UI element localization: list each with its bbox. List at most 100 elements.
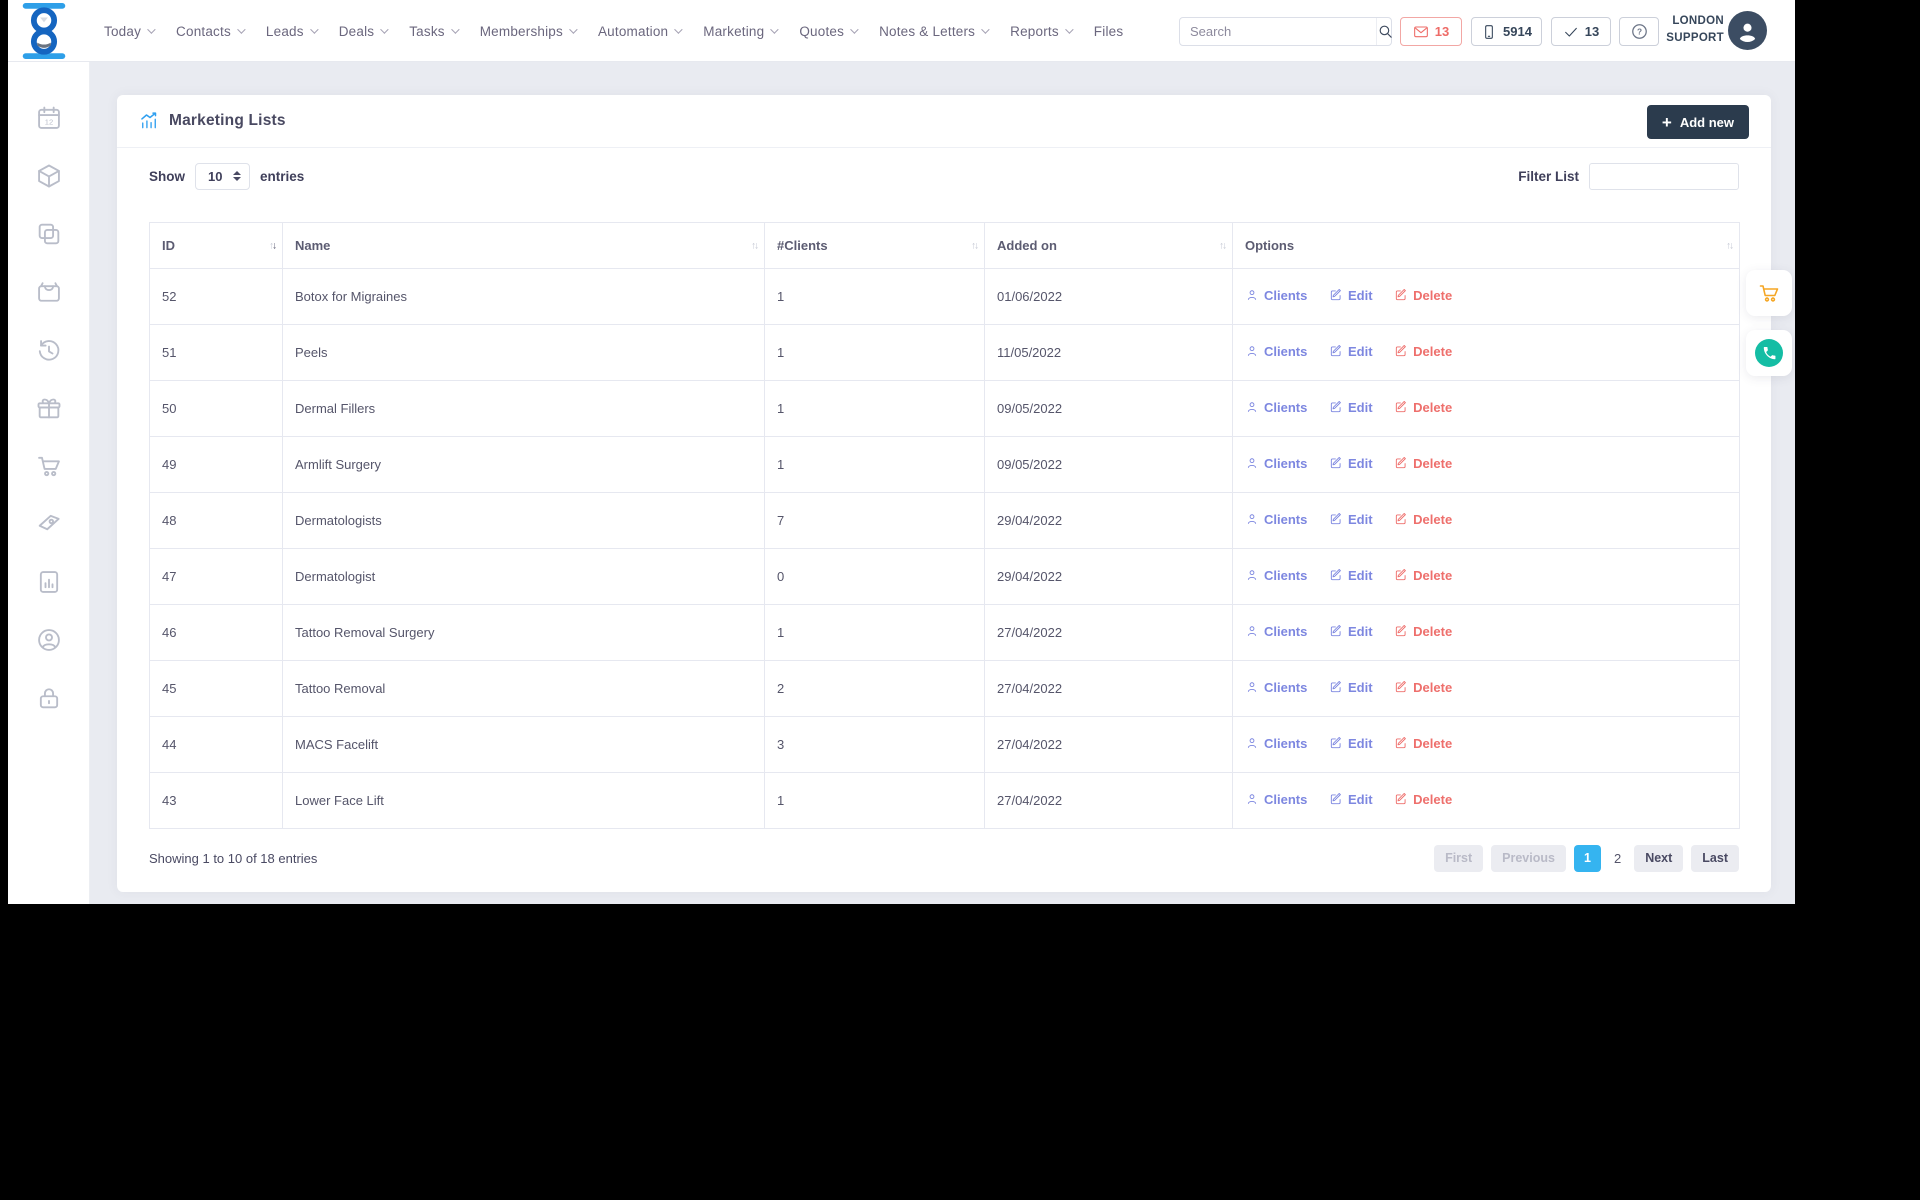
cell-added-on: 27/04/2022: [984, 716, 1233, 773]
edit-link[interactable]: Edit: [1329, 512, 1373, 527]
clients-link[interactable]: Clients: [1245, 344, 1307, 359]
history-icon[interactable]: [35, 336, 63, 364]
gift-icon[interactable]: [35, 394, 63, 422]
edit-link[interactable]: Edit: [1329, 288, 1373, 303]
edit-link[interactable]: Edit: [1329, 456, 1373, 471]
column-header-clients[interactable]: #Clients ↑↓: [764, 222, 985, 269]
search-icon[interactable]: [1376, 18, 1394, 45]
edit-link[interactable]: Edit: [1329, 568, 1373, 583]
nav-item-label: Leads: [265, 23, 304, 39]
nav-item-label: Contacts: [176, 23, 231, 39]
nav-item-reports[interactable]: Reports: [1010, 24, 1074, 39]
previous-page-button[interactable]: Previous: [1491, 844, 1566, 872]
search-input[interactable]: [1180, 24, 1376, 39]
clients-link[interactable]: Clients: [1245, 288, 1307, 303]
cell-clients: 7: [764, 492, 985, 549]
delete-link[interactable]: Delete: [1394, 344, 1452, 359]
chevron-down-icon: [1064, 25, 1074, 34]
user-circle-icon[interactable]: [35, 626, 63, 654]
add-new-button[interactable]: + Add new: [1646, 105, 1749, 139]
column-header-added-on[interactable]: Added on ↑↓: [984, 222, 1233, 269]
brand-logo[interactable]: [20, 2, 68, 60]
cell-id: 46: [149, 604, 283, 661]
next-page-button[interactable]: Next: [1634, 844, 1684, 872]
filter-input[interactable]: [1589, 162, 1739, 190]
sort-icon: ↑↓: [751, 240, 759, 251]
nav-item-automation[interactable]: Automation: [598, 24, 683, 39]
nav-item-contacts[interactable]: Contacts: [176, 23, 246, 39]
last-page-button[interactable]: Last: [1691, 844, 1739, 872]
nav-item-files[interactable]: Files: [1094, 24, 1124, 39]
shop-floating-button[interactable]: [1746, 270, 1792, 316]
cell-id: 43: [149, 772, 283, 829]
nav-item-marketing[interactable]: Marketing: [703, 24, 780, 39]
avatar[interactable]: [1728, 11, 1767, 50]
edit-link[interactable]: Edit: [1329, 344, 1373, 359]
svg-text:12: 12: [44, 117, 52, 126]
package-icon[interactable]: [35, 162, 63, 190]
cell-clients: 1: [764, 604, 985, 661]
nav-item-memberships[interactable]: Memberships: [480, 24, 578, 39]
sales-tag-icon[interactable]: [35, 510, 63, 538]
delete-link[interactable]: Delete: [1394, 288, 1452, 303]
sidebar: 12: [8, 62, 90, 904]
edit-link[interactable]: Edit: [1329, 792, 1373, 807]
nav-item-leads[interactable]: Leads: [265, 23, 319, 39]
sort-icon: ↑↓: [971, 240, 979, 251]
column-header-name[interactable]: Name ↑↓: [282, 222, 765, 269]
report-icon[interactable]: [35, 568, 63, 596]
lock-icon[interactable]: [35, 684, 63, 712]
cart-icon[interactable]: [35, 452, 63, 480]
nav-item-tasks[interactable]: Tasks: [409, 24, 460, 39]
cell-id: 45: [149, 660, 283, 717]
nav-item-notes-letters[interactable]: Notes & Letters: [879, 24, 990, 39]
delete-edit-icon: [1394, 624, 1408, 638]
clients-link[interactable]: Clients: [1245, 624, 1307, 639]
first-page-button[interactable]: First: [1434, 844, 1484, 872]
cash-register-icon[interactable]: [35, 278, 63, 306]
clients-link[interactable]: Clients: [1245, 736, 1307, 751]
cell-added-on: 09/05/2022: [984, 380, 1233, 437]
page-button-2[interactable]: 2: [1613, 850, 1622, 866]
calls-badge[interactable]: 5914: [1471, 17, 1542, 46]
delete-link[interactable]: Delete: [1394, 736, 1452, 751]
nav-item-deals[interactable]: Deals: [339, 24, 389, 39]
delete-link[interactable]: Delete: [1394, 568, 1452, 583]
cell-id: 44: [149, 716, 283, 773]
edit-link[interactable]: Edit: [1329, 736, 1373, 751]
delete-link[interactable]: Delete: [1394, 456, 1452, 471]
clients-link[interactable]: Clients: [1245, 680, 1307, 695]
clients-link[interactable]: Clients: [1245, 456, 1307, 471]
phone-icon: [1762, 346, 1777, 361]
clients-link[interactable]: Clients: [1245, 512, 1307, 527]
calendar-icon[interactable]: 12: [35, 104, 63, 132]
messages-badge[interactable]: 13: [1400, 17, 1462, 46]
stepper-icon: [233, 171, 241, 181]
copy-icon[interactable]: [35, 220, 63, 248]
delete-link[interactable]: Delete: [1394, 680, 1452, 695]
edit-link[interactable]: Edit: [1329, 400, 1373, 415]
tasks-badge[interactable]: 13: [1551, 17, 1611, 46]
help-badge[interactable]: ?: [1619, 17, 1659, 46]
edit-link[interactable]: Edit: [1329, 624, 1373, 639]
clients-link[interactable]: Clients: [1245, 792, 1307, 807]
delete-link[interactable]: Delete: [1394, 400, 1452, 415]
delete-link[interactable]: Delete: [1394, 512, 1452, 527]
delete-link[interactable]: Delete: [1394, 624, 1452, 639]
clients-link[interactable]: Clients: [1245, 568, 1307, 583]
call-floating-button[interactable]: [1746, 330, 1792, 376]
edit-link[interactable]: Edit: [1329, 680, 1373, 695]
nav-item-quotes[interactable]: Quotes: [799, 24, 859, 39]
page-button-1[interactable]: 1: [1573, 844, 1601, 872]
person-icon: [1245, 680, 1259, 694]
clients-link[interactable]: Clients: [1245, 400, 1307, 415]
page-length-select[interactable]: 10: [195, 162, 250, 190]
cell-id: 47: [149, 548, 283, 605]
column-header-options[interactable]: Options ↑↓: [1232, 222, 1740, 269]
entries-summary: Showing 1 to 10 of 18 entries: [149, 850, 318, 866]
nav-item-today[interactable]: Today: [104, 24, 156, 39]
delete-link[interactable]: Delete: [1394, 792, 1452, 807]
cell-clients: 3: [764, 716, 985, 773]
column-header-id[interactable]: ID ↑↓: [149, 222, 283, 269]
marketing-chart-icon: [139, 111, 159, 131]
